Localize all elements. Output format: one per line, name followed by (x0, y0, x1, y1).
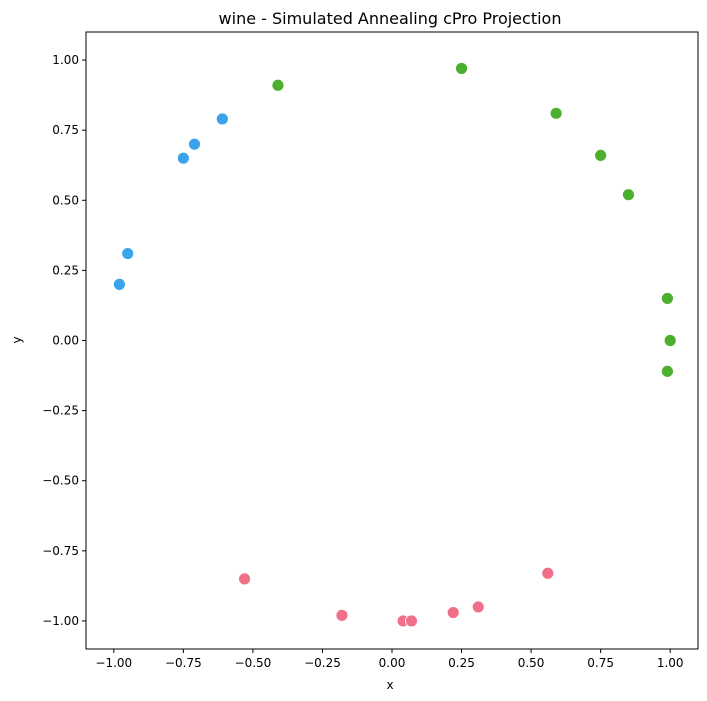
y-axis-label: y (10, 336, 24, 343)
x-tick-label: 1.00 (657, 656, 684, 670)
y-tick-label: 0.75 (52, 123, 79, 137)
data-point-series-3 (405, 614, 418, 628)
data-point-series-1 (121, 247, 135, 260)
data-point-series-2 (594, 148, 608, 162)
chart-title: wine - Simulated Annealing cPro Projecti… (219, 9, 562, 28)
data-point-series-2 (271, 78, 285, 92)
data-point-series-3 (335, 608, 349, 622)
data-point-series-3 (471, 600, 485, 614)
x-tick-label: 0.00 (379, 656, 406, 670)
data-point-series-3 (446, 606, 460, 619)
data-points (112, 62, 677, 628)
x-tick-label: 0.75 (587, 656, 614, 670)
y-tick-label: −0.75 (42, 544, 79, 558)
y-tick-label: −0.50 (42, 474, 79, 488)
data-point-series-1 (176, 151, 190, 165)
plot-area (85, 31, 699, 650)
y-tick-label: −0.25 (42, 404, 79, 418)
data-point-series-3 (238, 572, 251, 586)
x-tick-label: 0.25 (448, 656, 475, 670)
data-point-series-1 (112, 278, 126, 291)
y-tick-label: 1.00 (52, 53, 79, 67)
y-tick-label: 0.25 (52, 263, 79, 277)
data-point-series-2 (455, 62, 468, 75)
x-tick-label: −0.50 (235, 656, 272, 670)
y-axis: −1.00 −0.75 −0.50 −0.25 0.00 0.25 0.50 0.75 1.00 (42, 53, 86, 628)
x-tick-label: −1.00 (95, 656, 132, 670)
x-tick-label: 0.50 (518, 656, 545, 670)
x-tick-label: −0.75 (165, 656, 202, 670)
data-point-series-1 (188, 137, 201, 151)
data-point-series-3 (541, 566, 555, 580)
data-point-series-2 (661, 364, 674, 378)
y-tick-label: 0.00 (52, 334, 79, 348)
x-tick-label: −0.25 (304, 656, 341, 670)
data-point-series-2 (549, 106, 563, 120)
data-point-series-2 (661, 292, 674, 305)
y-tick-label: −1.00 (42, 614, 79, 628)
y-tick-label: 0.50 (52, 193, 79, 207)
x-axis: −1.00 −0.75 −0.50 −0.25 0.00 0.25 0.50 0.75 1.00 (95, 649, 684, 670)
data-point-series-1 (215, 112, 229, 126)
x-axis-label: x (386, 678, 393, 692)
data-point-series-2 (622, 188, 635, 202)
data-point-series-2 (663, 334, 677, 347)
